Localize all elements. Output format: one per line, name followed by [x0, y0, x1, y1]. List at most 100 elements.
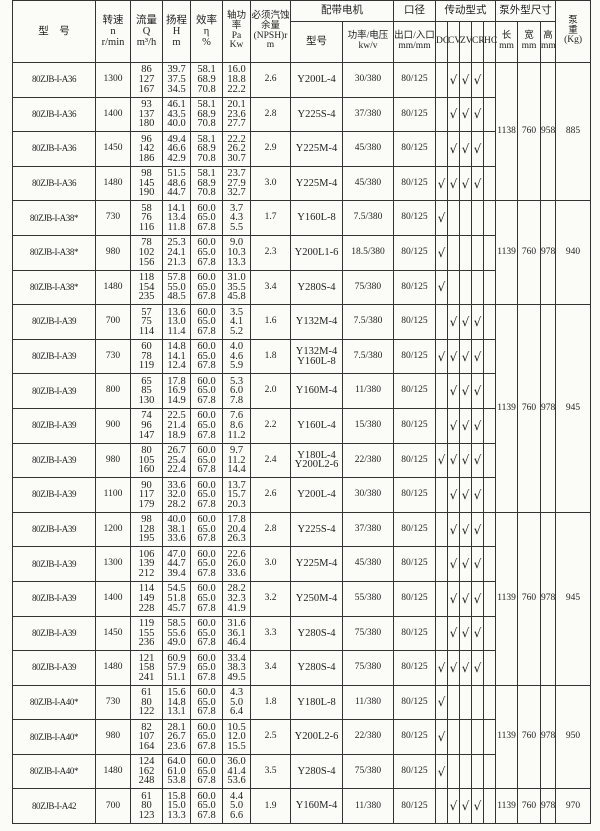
drive-zv-cell: [459, 719, 472, 755]
drive-cr-cell: [471, 684, 484, 721]
flow-value: 160: [138, 464, 155, 476]
flow-value: 96: [141, 419, 152, 431]
drive-hc-cell: [482, 580, 497, 617]
drive-hc-cell: [482, 788, 497, 825]
head-value: 48.6: [167, 177, 186, 189]
table-row: 80ZJB-I-A40* 1480 124 162 248 64.0 61.0 53.8 60.…: [12, 753, 591, 790]
power-cell: 31.6 36.1 46.4: [222, 615, 251, 652]
header-shaft-power: 轴功率 Pa Kw: [222, 0, 251, 63]
eff-cell: 60.0 65.0 67.8: [190, 477, 223, 513]
flow-value: 122: [138, 706, 155, 718]
motor-power-cell: 7.5/380: [342, 304, 394, 340]
eff-value: 67.8: [197, 291, 216, 303]
drive-cv-cell: √: [447, 96, 460, 133]
power-value: 33.6: [227, 567, 246, 579]
check-mark-icon: √: [437, 695, 446, 710]
head-value: 17.8: [167, 375, 186, 387]
drive-hc-cell: [482, 269, 497, 306]
eff-value: 67.8: [197, 221, 216, 233]
header-npsh: 必须汽蚀 余量 (NPSH)r m: [250, 0, 291, 63]
table-row: 80ZJB-I-A40* 730 61 80 122 15.6 14.8 13.1 60.0 65…: [12, 684, 592, 790]
check-mark-icon: √: [461, 72, 470, 87]
header-caliber-group: 口径: [393, 0, 436, 22]
motor-power-cell: 30/380: [342, 477, 394, 513]
drive-hc-cell: [482, 684, 497, 721]
npsh-cell: 1.8: [250, 338, 291, 375]
head-value: 15.8: [167, 790, 186, 802]
head-value: 26.7: [167, 731, 186, 743]
flow-value: 124: [138, 756, 155, 768]
speed-cell: 1480: [95, 269, 131, 306]
power-value: 41.9: [227, 602, 246, 614]
table-row: 80ZJB-I-A36 1300 86 127 167 39.7 37.5 34.5 58.1 6…: [12, 61, 592, 202]
check-mark-icon: √: [461, 557, 470, 572]
head-cell: 26.7 25.4 22.4: [162, 442, 191, 479]
head-value: 14.8: [167, 341, 186, 353]
drive-dc-cell: √: [435, 650, 448, 686]
power-value: 6.0: [229, 385, 244, 397]
flow-value: 156: [138, 256, 155, 268]
motor-model-cell: Y225M-4: [290, 131, 343, 167]
flow-value: 58: [141, 202, 152, 214]
motor-power-cell: 11/380: [342, 788, 394, 825]
motor-value: Y180L-8: [297, 696, 336, 708]
power-value: 31.6: [227, 617, 246, 629]
header-model: 型 号: [12, 0, 96, 63]
model-cell: 80ZJB-I-A39: [12, 338, 96, 375]
eff-cell: 60.0 65.0 67.8: [190, 788, 223, 825]
head-value: 25.3: [167, 237, 186, 249]
flow-value: 127: [138, 74, 155, 85]
drive-cv-cell: √: [447, 511, 460, 548]
drive-hc-cell: [482, 407, 497, 444]
height-cell: 978: [540, 304, 557, 513]
motor-value: Y160L-8: [297, 212, 336, 224]
motor-model-cell: Y180L-8: [290, 684, 343, 721]
flow-value: 98: [141, 514, 152, 526]
eff-cell: 60.0 65.0 67.8: [190, 753, 223, 790]
eff-value: 65.0: [197, 523, 216, 535]
flow-value: 105: [138, 454, 155, 466]
motor-model-cell: Y160L-4: [290, 407, 343, 444]
header-weight: 泵重 (Kg): [555, 0, 592, 63]
weight-cell: 945: [555, 511, 592, 686]
npsh-cell: 2.0: [250, 373, 291, 409]
power-value: 11.2: [227, 454, 246, 466]
drive-hc-cell: [482, 96, 497, 133]
check-mark-icon: √: [461, 141, 470, 156]
head-value: 14.1: [167, 202, 186, 214]
eff-cell: 60.0 65.0 67.8: [190, 407, 223, 444]
check-mark-icon: √: [461, 418, 470, 433]
caliber-cell: 80/125: [393, 269, 436, 306]
drive-hc-cell: [482, 338, 497, 375]
power-value: 11.2: [227, 429, 246, 441]
flow-value: 241: [138, 671, 155, 683]
flow-value: 128: [138, 523, 155, 535]
motor-power-cell: 22/380: [342, 719, 394, 755]
flow-value: 60: [141, 341, 152, 353]
head-value: 24.1: [167, 246, 186, 258]
drive-zv-cell: [459, 234, 472, 271]
motor-value: Y280S-4: [297, 765, 336, 777]
check-mark-icon: √: [437, 280, 446, 295]
speed-cell: 1480: [95, 650, 131, 686]
head-value: 40.0: [167, 118, 186, 130]
eff-value: 60.0: [197, 479, 216, 491]
eff-cell: 60.0 65.0 67.8: [190, 511, 223, 548]
drive-zv-cell: [459, 684, 472, 721]
motor-model-cell: Y225M-4: [290, 546, 343, 582]
speed-cell: 1400: [95, 96, 131, 133]
height-cell: 978: [540, 200, 557, 306]
drive-dc-cell: [435, 96, 448, 133]
eff-cell: 60.0 65.0 67.8: [190, 442, 223, 479]
header-drive-dc: DC: [435, 21, 449, 63]
power-cell: 9.7 11.2 14.4: [222, 442, 251, 479]
head-value: 22.5: [167, 410, 186, 422]
drive-dc-cell: √: [435, 165, 448, 202]
length-cell: 1139: [495, 511, 519, 686]
eff-cell: 60.0 65.0 67.8: [190, 650, 223, 686]
drive-cr-cell: √: [471, 62, 484, 98]
height-cell: 978: [540, 788, 557, 825]
motor-value: Y200L1-6: [294, 246, 339, 258]
head-cell: 22.5 21.4 18.9: [162, 407, 191, 444]
